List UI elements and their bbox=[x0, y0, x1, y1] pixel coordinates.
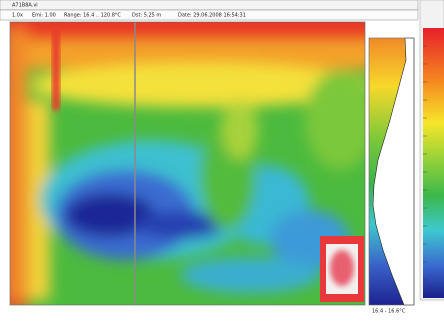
range: Range: 16.4 .. 120.8°C bbox=[64, 13, 121, 19]
zoom: 1.0x bbox=[12, 13, 23, 19]
thermal-image bbox=[0, 10, 380, 312]
thermal-app: A71B8A.vi 1.0x Emi: 1.00 Range: 16.4 .. … bbox=[0, 0, 444, 329]
histogram-label: 16.4 - 16.6°C bbox=[372, 309, 406, 315]
color-scale bbox=[420, 0, 444, 300]
title-bar bbox=[0, 0, 418, 10]
date: Date: 29.06.2008 16:54:31 bbox=[178, 13, 246, 19]
distance: Dst: 5.25 m bbox=[132, 13, 161, 19]
window-title: A71B8A.vi bbox=[12, 3, 38, 9]
histogram bbox=[369, 38, 414, 305]
emissivity: Emi: 1.00 bbox=[32, 13, 56, 19]
